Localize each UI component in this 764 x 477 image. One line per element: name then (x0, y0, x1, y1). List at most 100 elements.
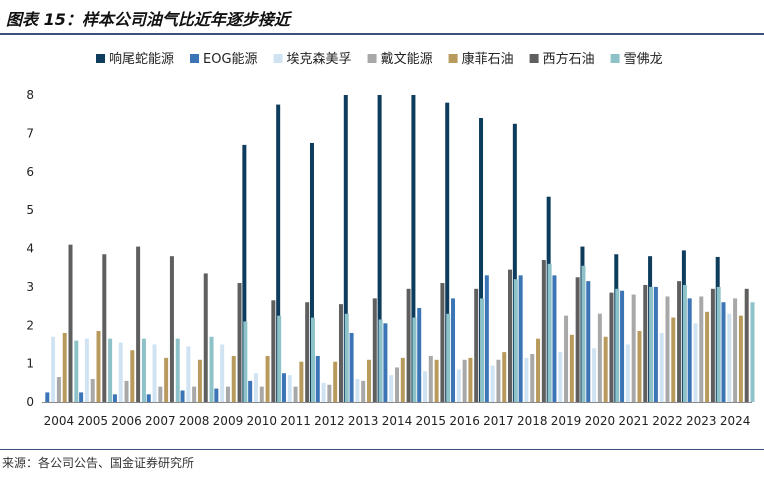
x-tick-label: 2010 (246, 414, 277, 428)
y-tick-label: 4 (26, 242, 34, 256)
bar (649, 286, 654, 403)
bar (733, 298, 738, 402)
bar (484, 275, 489, 402)
bar (513, 279, 518, 402)
bar-series (68, 244, 749, 402)
bar (96, 331, 101, 402)
bar (716, 286, 721, 403)
bar (299, 361, 304, 402)
bar (631, 294, 636, 402)
bar (102, 254, 107, 402)
bar (417, 307, 422, 402)
legend-item: 西方石油 (529, 51, 595, 67)
x-tick-label: 2016 (449, 414, 480, 428)
bar (90, 378, 95, 402)
bar (411, 95, 416, 402)
x-tick-label: 2021 (618, 414, 649, 428)
bar (158, 386, 163, 402)
bar (333, 361, 338, 402)
x-tick-label: 2006 (111, 414, 142, 428)
legend-item: 雪佛龙 (610, 52, 663, 67)
legend-item: 康菲石油 (448, 51, 514, 67)
bar (428, 355, 433, 402)
x-tick-label: 2019 (551, 414, 582, 428)
bar (293, 386, 298, 402)
bar (586, 281, 591, 402)
bar (653, 286, 658, 403)
bar-series (56, 294, 738, 402)
title-divider (0, 33, 764, 35)
bar (547, 263, 552, 402)
bar (281, 373, 286, 402)
bar (682, 284, 687, 402)
legend-swatch (448, 54, 458, 63)
bar (480, 298, 485, 402)
x-tick-label: 2012 (314, 414, 345, 428)
legend-item: 响尾蛇能源 (96, 51, 174, 67)
bar (164, 357, 169, 402)
bar (462, 359, 467, 402)
y-tick-label: 7 (26, 126, 34, 140)
bar (192, 386, 197, 402)
bar (108, 338, 113, 402)
bar (305, 302, 310, 402)
bar (603, 336, 608, 402)
bar (225, 386, 230, 402)
bar (512, 123, 517, 402)
bar (389, 375, 394, 402)
bar (136, 246, 141, 402)
bar (400, 357, 405, 402)
bar (220, 344, 225, 402)
x-axis: 2004 2005 2006 2007 2008 2009 2010 2011 2012 2013… (44, 414, 751, 428)
bar (130, 350, 135, 402)
x-tick-label: 2013 (348, 414, 379, 428)
legend-item: EOG能源 (190, 52, 258, 67)
x-tick-label: 2018 (517, 414, 548, 428)
bar (253, 373, 258, 402)
bar (321, 382, 326, 402)
bar (203, 273, 208, 402)
bar (344, 313, 349, 402)
y-tick-label: 6 (26, 165, 34, 179)
bar (665, 296, 670, 402)
legend-label: 康菲石油 (462, 51, 514, 67)
bar (423, 371, 428, 402)
bar-series (62, 311, 743, 402)
legend-label: 响尾蛇能源 (109, 51, 174, 67)
bar (474, 288, 479, 402)
x-tick-label: 2024 (720, 414, 751, 428)
bar (343, 95, 348, 402)
bar (671, 317, 676, 402)
bar (609, 292, 614, 402)
bar (581, 265, 586, 402)
bar (259, 386, 264, 402)
bar (744, 288, 749, 402)
legend-swatch (529, 54, 539, 63)
bar (569, 334, 574, 402)
legend-swatch (367, 54, 377, 63)
bar (327, 384, 332, 402)
bar (750, 302, 755, 402)
bar (699, 296, 704, 402)
bar (287, 375, 292, 402)
bar (51, 336, 56, 402)
x-tick-label: 2020 (585, 414, 616, 428)
bar (383, 323, 388, 402)
bar (395, 367, 399, 402)
x-tick-label: 2009 (213, 414, 244, 428)
legend-swatch (610, 54, 620, 63)
x-tick-label: 2011 (280, 414, 311, 428)
bar (558, 352, 563, 402)
bar (637, 331, 642, 402)
x-tick-label: 2004 (44, 414, 75, 428)
bar (552, 275, 557, 402)
bar (721, 302, 726, 402)
bar (625, 344, 630, 402)
bar (727, 313, 732, 402)
legend-label: EOG能源 (203, 52, 258, 67)
y-tick-label: 5 (26, 203, 34, 217)
x-tick-label: 2017 (483, 414, 514, 428)
bar (124, 380, 129, 402)
bar (276, 104, 281, 402)
bar (377, 95, 382, 402)
